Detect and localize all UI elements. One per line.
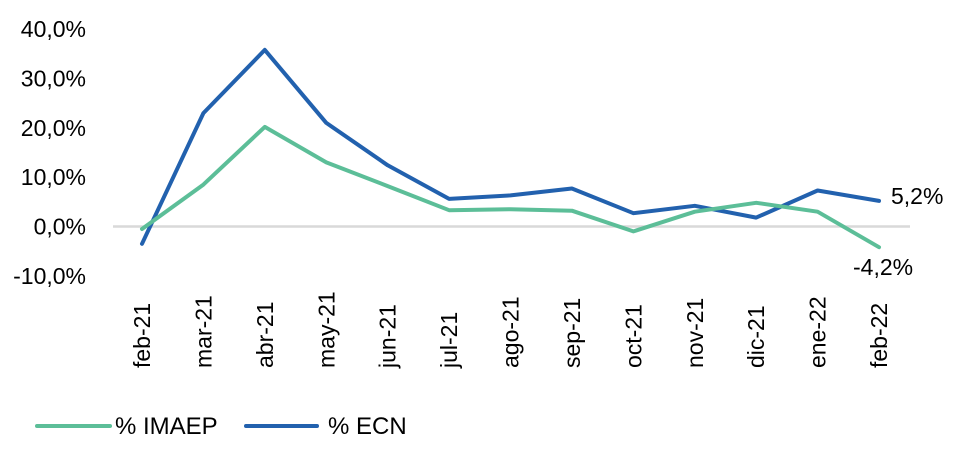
x-tick-label: feb-22	[866, 303, 892, 368]
x-axis-ticks: feb-21 mar-21 abr-21 may-21 jun-21 jul-21 ago-…	[129, 291, 892, 369]
end-label-imaep: -4,2%	[853, 254, 913, 280]
x-tick-label: mar-21	[190, 295, 216, 368]
end-label-ecn: 5,2%	[891, 183, 943, 209]
y-axis-ticks: 40,0% 30,0% 20,0% 10,0% 0,0% -10,0%	[13, 16, 86, 289]
series-lines	[140, 47, 881, 250]
y-tick-label: 10,0%	[21, 164, 86, 190]
x-tick-label: abr-21	[252, 302, 278, 368]
y-tick-label: 40,0%	[21, 16, 86, 42]
x-tick-label: dic-21	[743, 305, 769, 368]
legend-label-imaep: % IMAEP	[115, 413, 218, 440]
x-tick-label: jul-21	[436, 312, 462, 369]
x-tick-label: jun-21	[375, 304, 401, 369]
y-tick-label: 30,0%	[21, 66, 86, 92]
x-tick-label: may-21	[313, 291, 339, 368]
series-line-ecn	[140, 47, 881, 246]
x-tick-label: ene-22	[805, 296, 831, 368]
legend-label-ecn: % ECN	[328, 413, 407, 440]
y-tick-label: -10,0%	[13, 263, 86, 289]
x-tick-label: ago-21	[498, 296, 524, 368]
x-tick-label: sep-21	[559, 298, 585, 368]
series-line-imaep	[140, 124, 881, 250]
y-tick-label: 20,0%	[21, 115, 86, 141]
x-tick-label: nov-21	[682, 298, 708, 368]
y-tick-label: 0,0%	[34, 214, 86, 240]
x-tick-label: oct-21	[620, 304, 646, 368]
x-tick-label: feb-21	[129, 303, 155, 368]
legend: % IMAEP % ECN	[35, 413, 407, 440]
